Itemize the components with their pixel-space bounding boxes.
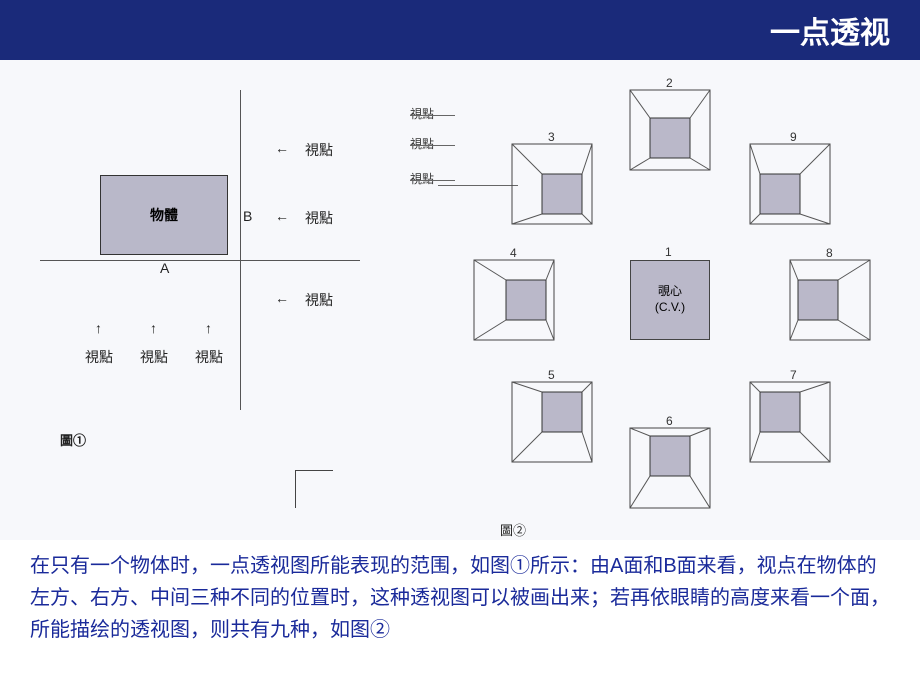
axis-horizontal xyxy=(40,260,360,261)
perspective-cube xyxy=(510,380,594,464)
figure-1-label: 圖① xyxy=(60,430,86,449)
viewpoint-label: 視點 xyxy=(305,290,333,310)
label-a: A xyxy=(160,260,169,276)
cube-icon xyxy=(510,380,594,464)
arrow-up-icon: ↑ xyxy=(205,320,212,336)
viewpoint-label: 視點 xyxy=(305,140,333,160)
arrow-up-icon: ↑ xyxy=(150,320,157,336)
cube-icon xyxy=(748,142,832,226)
cube-icon xyxy=(472,258,556,342)
axis-vertical xyxy=(240,90,241,410)
arrow-left-icon: ← xyxy=(275,140,289,156)
cube-icon xyxy=(628,426,712,510)
viewpoint-label: 視點 xyxy=(195,350,223,365)
arrow-left-icon: ← xyxy=(275,208,289,224)
arrow-up-icon: ↑ xyxy=(95,320,102,336)
header-bar: 一点透视 xyxy=(0,0,920,60)
perspective-cube xyxy=(628,426,712,510)
viewpoint-label: 視點 xyxy=(85,350,113,365)
viewpoint-label: 視點 xyxy=(305,208,333,228)
viewpoint-label: 視點 xyxy=(410,170,434,187)
object-label: 物體 xyxy=(150,205,178,225)
viewpoint-line xyxy=(410,115,455,116)
perspective-cube xyxy=(472,258,556,342)
cube-icon xyxy=(788,258,872,342)
diagram-2: 視點 視點 視點 覗心 (C.V.) 1 2 3 xyxy=(400,70,900,530)
box-number: 1 xyxy=(665,245,672,259)
perspective-cube xyxy=(788,258,872,342)
cube-icon xyxy=(748,380,832,464)
perspective-cube xyxy=(748,380,832,464)
center-label-sub: (C.V.) xyxy=(655,300,685,316)
viewpoint-label: 視點 xyxy=(410,105,434,122)
figure-2-label: 圖② xyxy=(500,520,526,539)
viewpoint-label: 視點 xyxy=(410,135,434,152)
center-viewpoint-box: 覗心 (C.V.) xyxy=(630,260,710,340)
center-label: 覗心 xyxy=(658,284,682,300)
object-box: 物體 xyxy=(100,175,228,255)
arrow-left-icon: ← xyxy=(275,290,289,306)
diagram-area: 物體 A B ← 視點 ← 視點 ← 視點 ↑ ↑ ↑ 視點 視點 視點 圖① … xyxy=(0,60,920,540)
page-title: 一点透视 xyxy=(770,8,890,52)
diagram-1: 物體 A B ← 視點 ← 視點 ← 視點 ↑ ↑ ↑ 視點 視點 視點 圖① xyxy=(40,90,360,490)
cube-icon xyxy=(510,142,594,226)
viewpoint-line xyxy=(438,185,518,186)
perspective-cube xyxy=(748,142,832,226)
perspective-cube xyxy=(628,88,712,172)
label-b: B xyxy=(243,208,252,224)
cube-icon xyxy=(628,88,712,172)
viewpoint-line xyxy=(410,145,455,146)
viewpoint-line xyxy=(410,180,455,181)
description-text: 在只有一个物体时，一点透视图所能表现的范围，如图①所示：由A面和B面来看，视点在… xyxy=(30,550,890,646)
perspective-cube xyxy=(510,142,594,226)
corner-decoration xyxy=(295,470,335,510)
viewpoint-label: 視點 xyxy=(140,350,168,365)
